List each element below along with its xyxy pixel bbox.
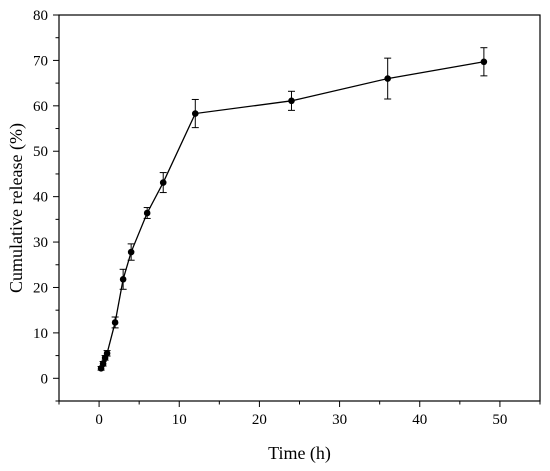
ticks: 0 10 20 30 40 50 0 10 20 30 40 50 60 70 80 [33,8,541,428]
data-point [480,58,488,66]
x-tick-label: 0 [95,412,103,428]
data-point [111,319,119,326]
y-axis-title: Cumulative release (%) [6,123,27,293]
data-point [99,360,107,368]
y-tick-label: 80 [33,8,48,24]
data-point [384,75,391,82]
data-point [288,97,295,105]
data-point [191,110,199,117]
y-tick-label: 70 [33,53,48,69]
plot-frame [58,14,541,402]
data-point [143,209,151,217]
error-bars [97,47,488,371]
x-tick-label: 50 [492,412,507,428]
x-tick-label: 40 [412,412,427,428]
y-tick-label: 0 [41,371,49,387]
axes [58,14,541,402]
y-tick-label: 20 [33,280,48,296]
x-tick-label: 10 [172,412,187,428]
y-tick-label: 40 [33,190,48,206]
data-point [159,179,167,186]
x-tick-label: 20 [252,412,267,428]
y-tick-label: 30 [33,235,48,251]
x-tick-label: 30 [332,412,347,428]
y-tick-label: 10 [33,326,48,342]
data-point [127,248,135,256]
data-point [103,350,111,357]
series-lines [100,61,484,369]
y-tick-label: 50 [33,144,48,160]
y-tick-label: 60 [33,99,48,115]
data-points [97,58,488,372]
series-line [100,61,484,369]
x-axis-title: Time (h) [268,443,331,464]
data-point [119,275,127,283]
